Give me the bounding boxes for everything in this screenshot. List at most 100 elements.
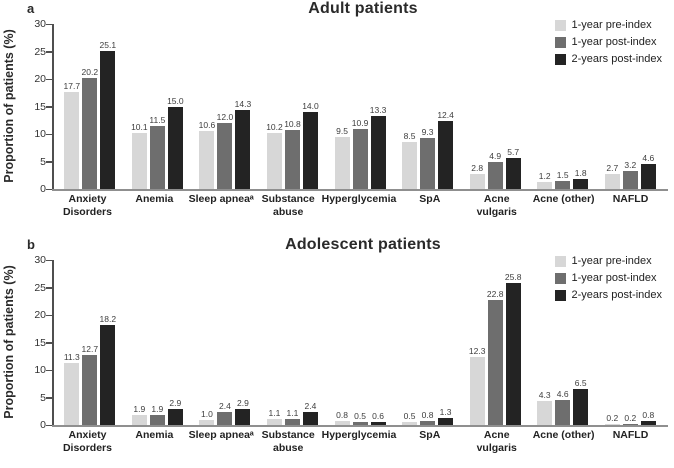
y-tick-mark [46,342,52,344]
bar-group: 0.2 0.2 0.8 [597,410,665,425]
bar: 4.3 [537,390,553,425]
bar: 22.8 [487,289,503,425]
legend-swatch [554,53,566,65]
bar-value-label: 10.2 [266,121,283,132]
x-category-label: Sleep apneaᵃ [188,193,254,205]
bar: 8.5 [402,131,418,189]
legend-item: 1-year pre-index [554,19,663,31]
bar-value-label: 0.8 [642,409,655,420]
y-tick-mark [46,287,52,289]
bar-value-label: 11.5 [149,114,166,125]
bar-group: 1.0 2.4 2.9 [191,398,259,425]
x-category-label: Anemia [135,429,174,441]
bar: 14.0 [302,101,319,189]
y-tick-mark [46,161,52,163]
bar-group: 10.1 11.5 15.0 [124,96,192,189]
legend: 1-year pre-index 1-year post-index 2-years… [554,19,663,65]
x-axis-labels: Anxiety Disorders Anemia Sleep apneaᵃ Subst… [52,193,668,218]
bar-value-label: 2.4 [304,400,317,411]
y-tick-label: 15 [34,100,46,113]
bar: 10.8 [284,119,301,189]
legend-item: 1-year post-index [554,36,663,48]
bar-group: 1.2 1.5 1.8 [529,168,597,189]
bar-group: 2.8 4.9 5.7 [461,147,529,189]
legend-label: 1-year pre-index [571,255,652,267]
bar-value-label: 0.8 [421,409,434,420]
bar: 5.7 [505,147,521,189]
plot-area: 0 5 10 15 20 25 30 17.7 20.2 25.1 10.1 11.5 15.0 10.… [34,18,668,195]
bar: 0.5 [402,411,418,425]
bar: 0.8 [334,410,350,425]
bar-value-label: 2.9 [236,398,249,409]
bar: 25.8 [505,272,521,425]
bar: 2.4 [302,401,318,425]
bar-value-label: 10.6 [198,119,216,130]
y-tick-label: 10 [34,364,46,376]
bar: 1.1 [284,408,300,425]
bar-value-label: 3.2 [624,160,637,171]
bars-area: 11.3 12.7 18.2 1.9 1.9 2.9 1.0 2.4 2.9 1.1 1.1 2.4 0… [54,260,668,425]
bar: 10.1 [131,122,148,189]
bar-value-label: 4.9 [489,151,502,162]
bar: 4.6 [640,153,656,189]
bar-value-label: 12.3 [468,346,486,357]
panel-letter: a [27,1,35,16]
legend-item: 1-year post-index [554,272,663,284]
y-axis-label: Proportion of patients (%) [2,265,16,419]
bar: 2.8 [469,163,485,189]
bar: 12.4 [437,110,454,189]
bar: 0.2 [622,413,638,425]
bar-group: 4.3 4.6 6.5 [529,378,597,425]
bar: 9.5 [334,126,350,189]
bar: 17.7 [64,81,80,189]
y-tick-label: 20 [34,309,46,321]
y-tick-label: 5 [40,391,46,404]
legend-label: 1-year pre-index [571,19,652,31]
bar: 0.5 [352,411,368,425]
panel-title: Adult patients [308,0,418,17]
bar: 0.8 [640,410,656,425]
x-category-label: NAFLD [612,429,649,441]
panel-letter: b [27,237,35,252]
y-tick-label: 25 [34,281,46,294]
bar: 2.9 [235,398,251,425]
bar: 12.0 [217,112,233,189]
legend-label: 2-years post-index [571,53,663,65]
y-tick-label: 15 [34,336,46,349]
y-tick-mark [46,78,52,80]
bar: 1.0 [199,409,215,425]
legend-swatch [554,255,566,267]
bar-value-label: 1.1 [286,407,299,418]
bar-value-label: 25.1 [99,39,117,50]
legend: 1-year pre-index 1-year post-index 2-years… [554,255,663,301]
x-category-label: SpA [419,429,441,441]
bar-value-label: 2.9 [169,398,182,409]
bar-value-label: 1.9 [133,403,146,414]
bar: 20.2 [82,67,98,189]
bar: 2.9 [167,398,183,425]
bar-group: 9.5 10.9 13.3 [326,105,394,189]
bar: 2.7 [604,163,620,189]
x-category-label: Hyperglycemia [321,193,397,205]
x-category-label: Acne (other) [532,193,595,205]
y-tick-label: 5 [40,155,46,168]
bar: 18.2 [100,314,116,425]
legend-label: 2-years post-index [571,289,663,301]
legend-item: 2-years post-index [554,53,663,65]
bar-value-label: 6.5 [574,378,587,389]
y-tick-mark [46,314,52,316]
bar-group: 1.9 1.9 2.9 [124,398,192,425]
x-axis-labels: Anxiety Disorders Anemia Sleep apneaᵃ Subst… [52,429,668,454]
y-tick-label: 10 [34,128,46,140]
bar-group: 17.7 20.2 25.1 [56,40,124,189]
bar-value-label: 1.0 [200,408,213,419]
x-category-label: Acne vulgaris [476,193,517,218]
y-tick-label: 25 [34,45,46,58]
bar-value-label: 11.3 [63,351,80,362]
bar-value-label: 8.5 [403,131,416,142]
bar-value-label: 18.2 [99,313,117,324]
bar: 4.6 [555,389,571,425]
bar-value-label: 12.7 [81,344,99,355]
y-tick-label: 30 [34,18,46,30]
bar: 25.1 [100,40,116,189]
